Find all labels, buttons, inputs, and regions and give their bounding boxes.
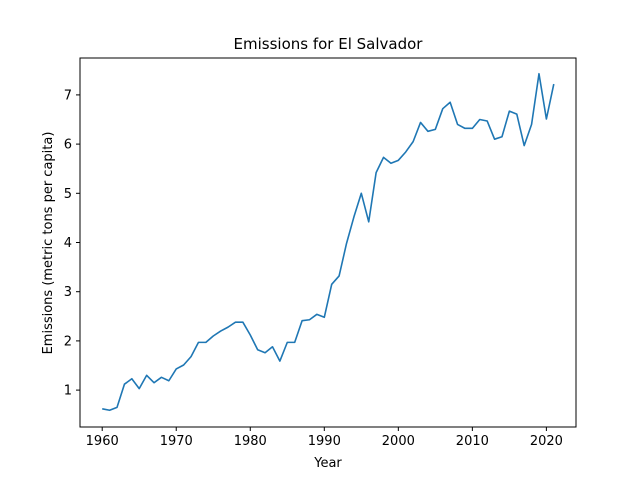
x-tick-label: 2020 [530, 434, 563, 449]
x-axis-label: Year [313, 456, 342, 471]
x-tick-label: 2010 [456, 434, 489, 449]
x-tick-label: 1990 [308, 434, 341, 449]
x-tick-label: 1980 [234, 434, 267, 449]
chart-title: Emissions for El Salvador [234, 35, 424, 53]
plot-frame [79, 57, 577, 428]
x-tick-label: 1970 [160, 434, 193, 449]
x-axis: 1960 1970 1980 1990 2000 2010 2020 [86, 427, 563, 449]
y-axis-label: Emissions (metric tons per capita) [41, 132, 56, 355]
y-tick-label: 2 [64, 334, 72, 349]
y-tick-label: 1 [64, 384, 72, 399]
x-tick-label: 2000 [382, 434, 415, 449]
y-tick-label: 5 [64, 187, 72, 202]
y-tick-label: 3 [64, 285, 72, 300]
plot-area [79, 57, 577, 428]
x-tick-label: 1960 [86, 434, 119, 449]
y-tick-label: 6 [64, 138, 72, 153]
y-axis: 1 2 3 4 5 6 7 [64, 88, 80, 399]
y-tick-label: 7 [64, 88, 72, 103]
series-line [102, 72, 555, 412]
y-tick-label: 4 [64, 236, 72, 251]
